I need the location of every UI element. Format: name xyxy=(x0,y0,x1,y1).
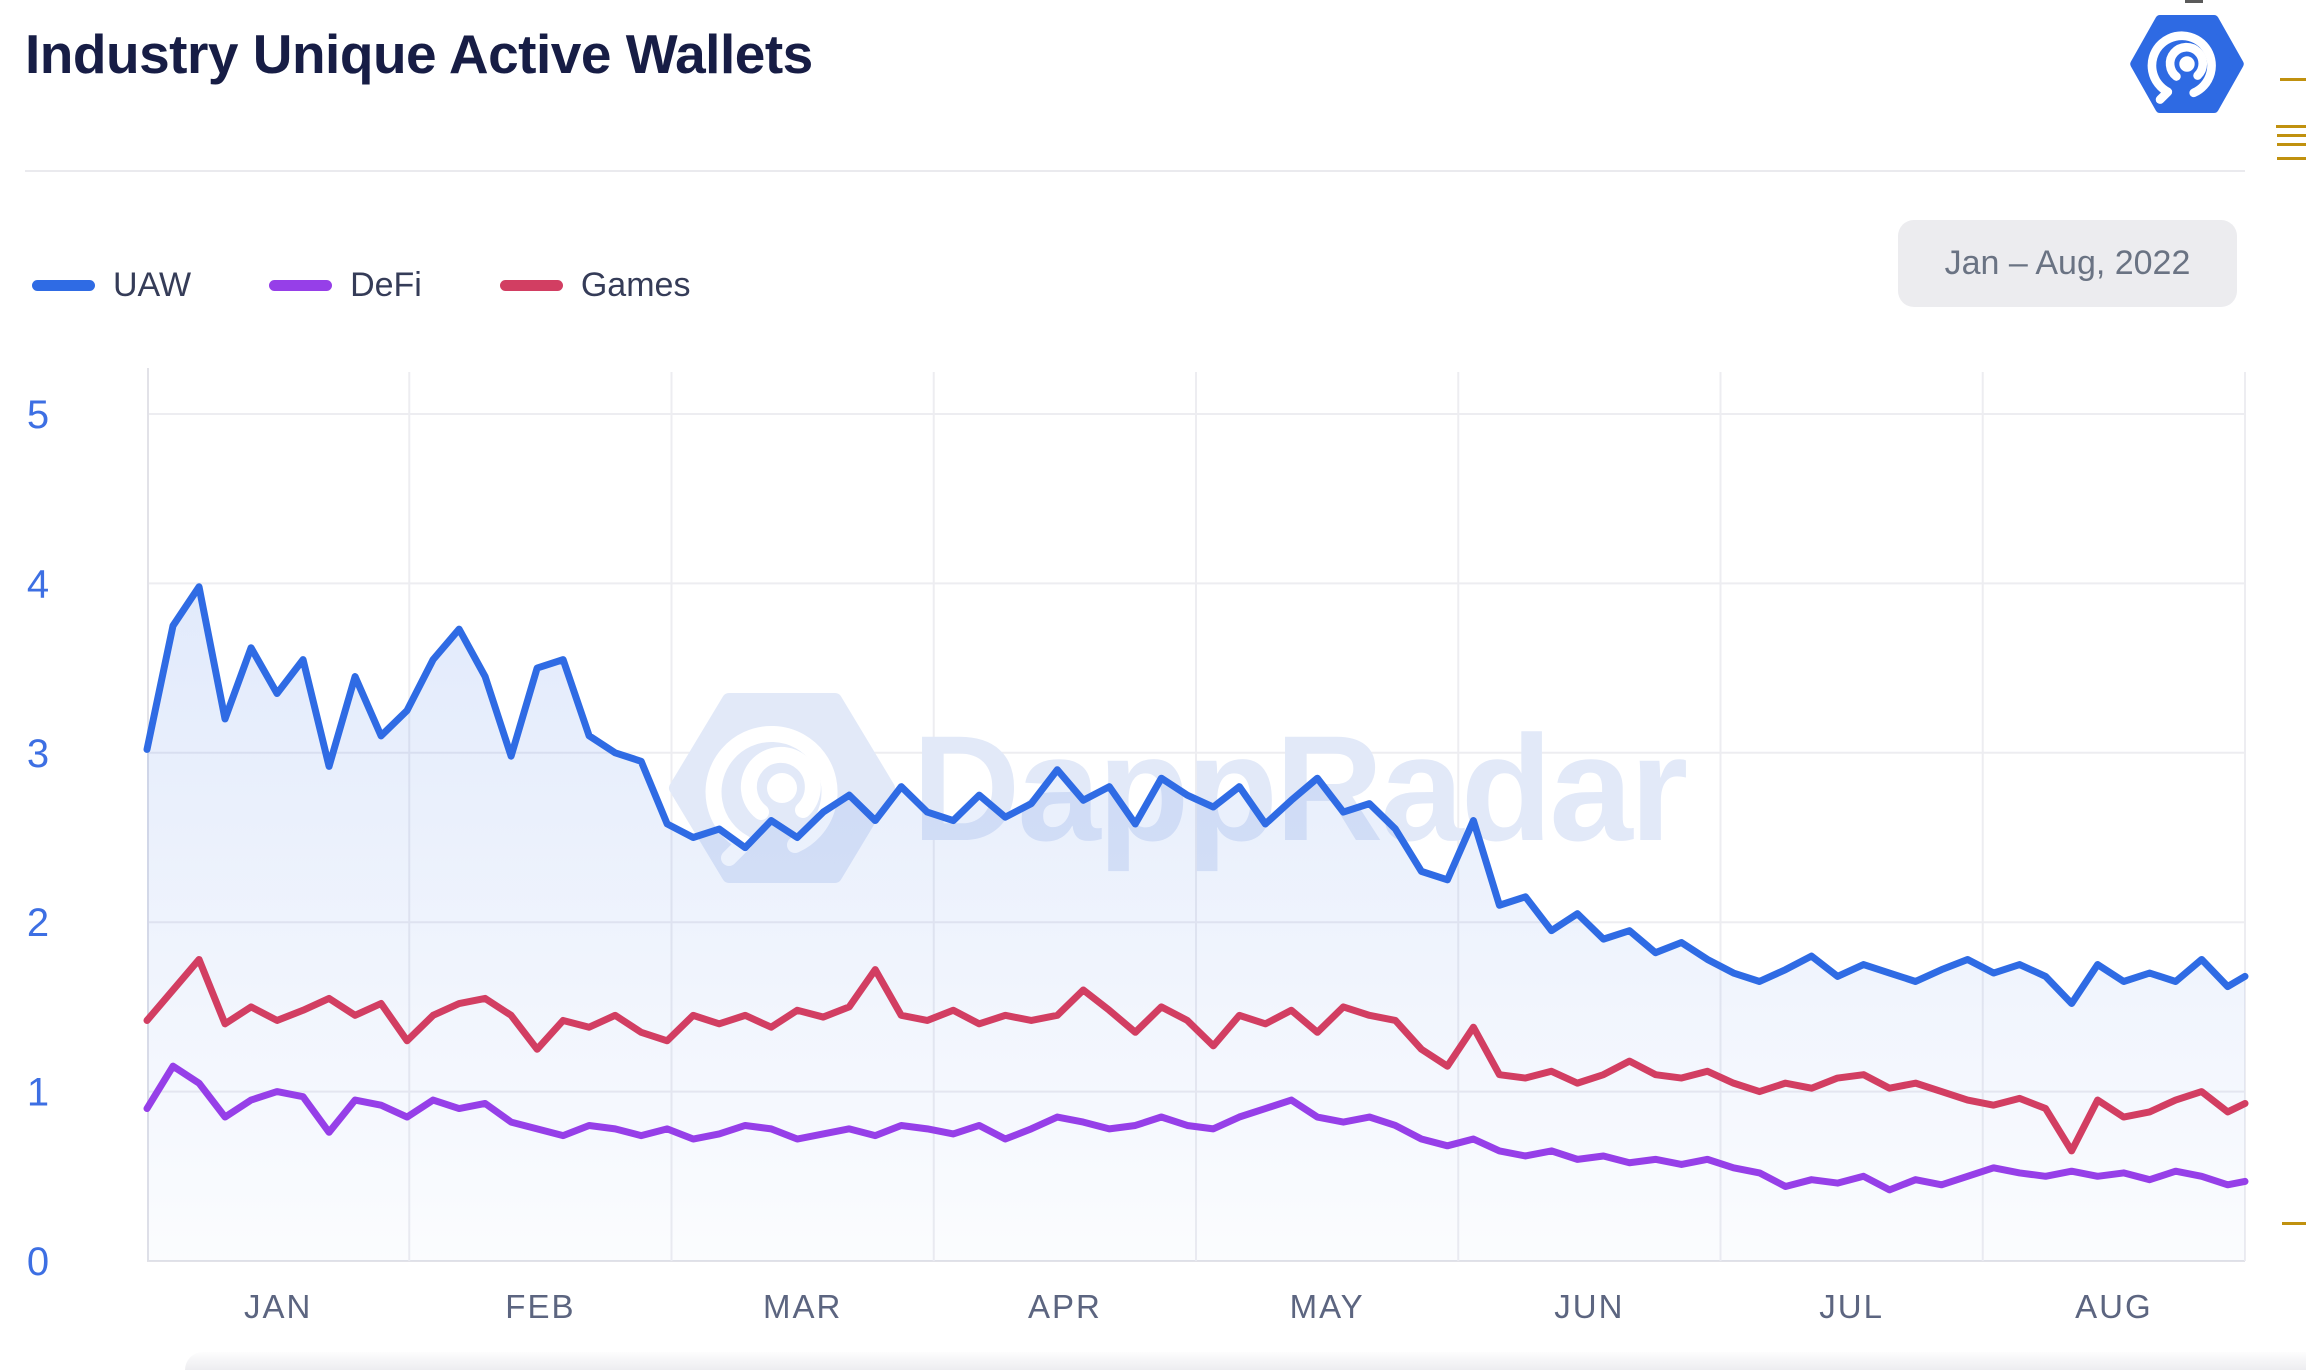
x-axis-month-label: JUL xyxy=(1819,1288,1884,1325)
games-line-swatch-icon xyxy=(499,280,563,291)
legend-item-uaw[interactable]: UAW xyxy=(32,266,191,305)
x-axis-month-label: FEB xyxy=(505,1288,575,1325)
chart-legend: UAW DeFi Games xyxy=(32,266,768,305)
lower-card-edge xyxy=(185,1352,2306,1370)
clipped-top-mark xyxy=(2185,0,2203,3)
page-title: Industry Unique Active Wallets xyxy=(25,23,813,85)
games-series-line[interactable] xyxy=(143,955,2249,1155)
legend-label-defi: DeFi xyxy=(350,266,422,304)
clipped-gold-divider-icon xyxy=(2282,1222,2306,1225)
x-axis-month-label: JUN xyxy=(1554,1288,1624,1325)
uaw-area xyxy=(147,586,2245,1261)
defi-line-swatch-icon xyxy=(269,280,333,291)
defi-series-line[interactable] xyxy=(143,1062,2249,1194)
dappradar-logo-icon xyxy=(2130,14,2244,114)
legend-label-uaw: UAW xyxy=(113,266,192,304)
y-axis-tick-label: 0 xyxy=(27,1240,49,1284)
uaw-line-swatch-icon xyxy=(32,280,95,291)
y-axis-tick-label: 1 xyxy=(27,1071,49,1115)
x-axis-month-label: AUG xyxy=(2075,1288,2153,1325)
y-axis-tick-label: 2 xyxy=(27,901,49,945)
x-axis-month-label: MAR xyxy=(763,1288,842,1325)
clipped-gold-divider-icon xyxy=(2280,78,2306,81)
header-divider xyxy=(25,170,2245,172)
clipped-gold-list-line-icon xyxy=(2277,157,2306,160)
uaw-series-line[interactable] xyxy=(143,583,2249,1008)
clipped-gold-list-line-icon xyxy=(2277,143,2306,146)
legend-item-games[interactable]: Games xyxy=(499,266,691,305)
x-axis-month-label: MAY xyxy=(1290,1288,1365,1325)
y-axis-tick-label: 4 xyxy=(27,562,49,606)
x-axis-month-label: JAN xyxy=(244,1288,312,1325)
x-axis-month-label: APR xyxy=(1028,1288,1102,1325)
date-range-badge: Jan – Aug, 2022 xyxy=(1898,220,2237,307)
y-axis-tick-label: 5 xyxy=(27,393,49,437)
legend-item-defi[interactable]: DeFi xyxy=(269,266,422,305)
legend-label-games: Games xyxy=(580,266,691,304)
clipped-gold-list-line-icon xyxy=(2276,125,2306,128)
clipped-gold-list-line-icon xyxy=(2277,134,2306,137)
y-axis-tick-label: 3 xyxy=(27,732,49,776)
